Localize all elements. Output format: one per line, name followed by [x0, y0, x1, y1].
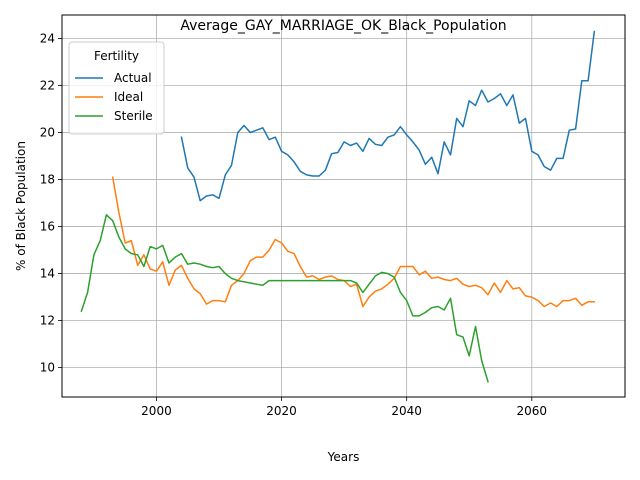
y-tick-label: 24 — [40, 32, 55, 46]
y-axis-label: % of Black Population — [14, 141, 28, 271]
legend: Fertility Actual Ideal Sterile — [68, 41, 165, 135]
grid — [62, 15, 625, 397]
chart-title: Average_GAY_MARRIAGE_OK_Black_Population — [180, 18, 506, 34]
x-axis-label: Years — [327, 450, 360, 464]
y-tick-label: 10 — [40, 361, 55, 375]
x-tick-label: 2020 — [266, 404, 297, 418]
y-axis-ticks: 10 12 14 16 18 20 22 24 — [40, 32, 62, 375]
y-tick-label: 12 — [40, 314, 55, 328]
series-line-actual — [180, 30, 596, 202]
y-tick-label: 16 — [40, 220, 55, 234]
y-tick-label: 22 — [40, 79, 55, 93]
y-tick-label: 18 — [40, 173, 55, 187]
series-line-ideal — [111, 176, 596, 308]
legend-label-actual: Actual — [114, 71, 152, 85]
plot-frame — [61, 14, 626, 398]
y-tick-label: 14 — [40, 267, 55, 281]
legend-title: Fertility — [94, 49, 139, 63]
legend-label-ideal: Ideal — [114, 90, 143, 104]
legend-box — [68, 41, 165, 135]
x-tick-label: 2060 — [517, 404, 548, 418]
y-tick-label: 20 — [40, 126, 55, 140]
legend-entries: Actual Ideal Sterile — [75, 71, 153, 123]
x-axis-ticks: 2000 2020 2040 2060 — [141, 397, 547, 418]
x-tick-label: 2040 — [391, 404, 422, 418]
legend-label-sterile: Sterile — [114, 109, 153, 123]
series-line-sterile — [80, 214, 489, 383]
series-layer — [80, 30, 596, 383]
x-tick-label: 2000 — [141, 404, 172, 418]
